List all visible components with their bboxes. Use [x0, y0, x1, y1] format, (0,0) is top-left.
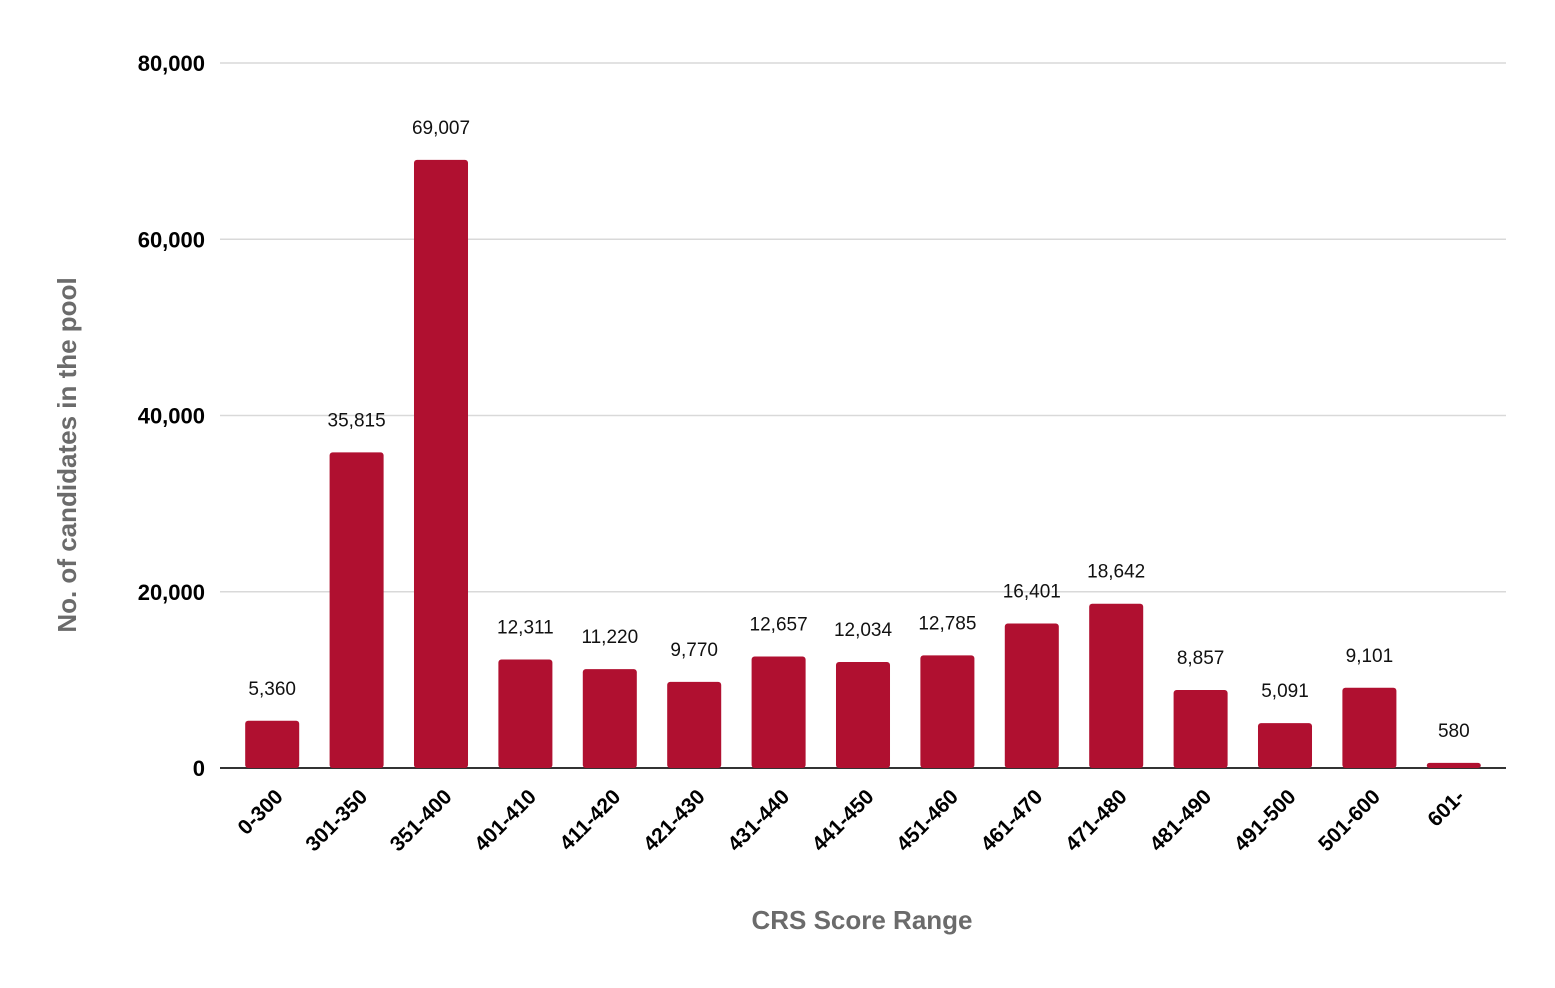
data-label: 12,311 [497, 618, 554, 639]
y-tick-label: 80,000 [138, 51, 205, 76]
bar [1426, 762, 1481, 768]
x-axis-ticks: 0-300 301-350 351-400 401-410 411-420 421-430… [233, 785, 1469, 856]
bar [835, 661, 891, 768]
data-label: 11,220 [581, 627, 638, 648]
x-axis-title: CRS Score Range [751, 905, 972, 935]
bar [667, 681, 722, 768]
bar [1089, 603, 1144, 768]
x-tick-label: 491-500 [1230, 785, 1301, 856]
bar [245, 720, 300, 768]
x-tick-label: 0-300 [233, 785, 287, 839]
x-tick-label: 601- [1423, 785, 1469, 831]
y-tick-label: 40,000 [138, 404, 205, 429]
y-tick-label: 20,000 [138, 580, 205, 605]
x-tick-label: 421-430 [639, 785, 710, 856]
data-label: 12,657 [750, 614, 808, 635]
data-label: 5,360 [248, 679, 296, 700]
data-label: 9,101 [1346, 646, 1394, 667]
bar [582, 669, 637, 768]
data-label: 8,857 [1177, 648, 1225, 669]
data-label: 580 [1438, 721, 1470, 742]
x-tick-label: 471-480 [1061, 785, 1132, 856]
y-axis-title: No. of candidates in the pool [52, 277, 82, 632]
bars [245, 159, 1481, 769]
x-tick-label: 501-600 [1314, 785, 1385, 856]
data-label: 16,401 [1003, 581, 1061, 602]
data-label: 18,642 [1087, 562, 1145, 583]
x-tick-label: 301-350 [301, 785, 372, 856]
data-label: 9,770 [670, 640, 718, 661]
bar [1173, 689, 1228, 768]
y-tick-label: 0 [193, 756, 205, 781]
y-tick-label: 60,000 [138, 227, 205, 252]
bar [751, 656, 806, 768]
bar [920, 655, 975, 768]
x-tick-label: 461-470 [977, 785, 1048, 856]
data-label: 12,785 [918, 613, 976, 634]
bar [329, 452, 384, 768]
data-label: 5,091 [1261, 681, 1309, 702]
data-label: 35,815 [328, 410, 386, 431]
x-tick-label: 481-490 [1145, 785, 1216, 856]
bar [1257, 723, 1313, 768]
x-tick-label: 451-460 [892, 785, 963, 856]
data-label: 12,034 [834, 620, 893, 641]
y-axis-ticks: 0 20,000 40,000 60,000 80,000 [138, 51, 205, 781]
bar [413, 159, 469, 769]
x-tick-label: 411-420 [555, 785, 625, 855]
x-tick-label: 401-410 [470, 785, 541, 856]
x-tick-label: 441-450 [808, 785, 879, 856]
x-tick-label: 431-440 [723, 785, 794, 856]
bar [1004, 623, 1059, 768]
x-tick-label: 351-400 [386, 785, 457, 856]
data-label: 69,007 [412, 118, 470, 139]
data-labels: 5,360 35,815 69,007 12,311 11,220 9,770 12,657… [248, 118, 1469, 742]
bar [1342, 687, 1397, 768]
bar [498, 659, 553, 768]
